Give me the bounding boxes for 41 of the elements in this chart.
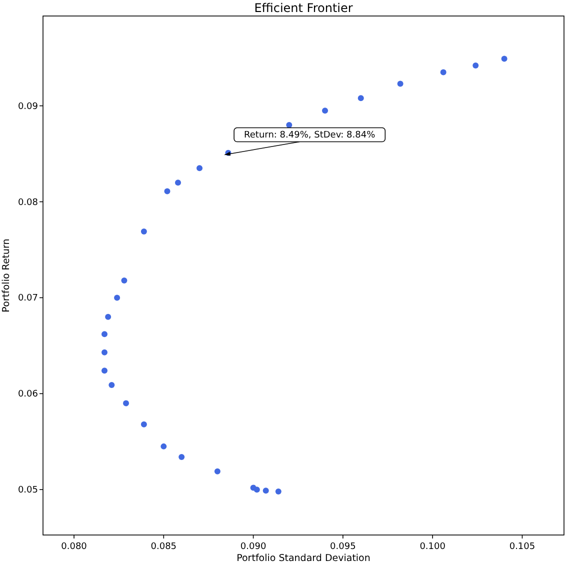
- point: [440, 69, 446, 76]
- point: [114, 294, 120, 301]
- x-tick-label: 0.085: [150, 542, 177, 552]
- point: [164, 188, 170, 194]
- point: [397, 80, 404, 87]
- point: [472, 62, 479, 69]
- point: [501, 56, 508, 62]
- point: [160, 443, 167, 450]
- point: [322, 108, 328, 114]
- point: [101, 368, 108, 374]
- point: [178, 454, 185, 460]
- point: [105, 314, 112, 320]
- point: [358, 95, 364, 102]
- x-axis-title: Portfolio Standard Deviation: [236, 553, 370, 563]
- point: [140, 228, 147, 235]
- y-tick-label: 0.05: [18, 486, 38, 496]
- point: [214, 468, 220, 474]
- point: [108, 382, 115, 388]
- point: [101, 331, 108, 338]
- point: [175, 180, 181, 186]
- annotation: Return: 8.49%, StDev: 8.84%: [244, 130, 376, 141]
- point: [140, 421, 147, 428]
- point: [196, 165, 203, 172]
- x-tick-label: 0.095: [330, 542, 356, 552]
- x-tick-label: 0.080: [61, 542, 88, 552]
- y-tick-label: 0.08: [18, 198, 38, 208]
- point: [101, 349, 108, 356]
- point: [123, 400, 130, 406]
- x-tick-label: 0.100: [420, 542, 446, 552]
- y-tick-label: 0.07: [18, 294, 38, 304]
- point: [250, 484, 256, 491]
- y-tick-label: 0.06: [18, 390, 38, 400]
- chart-title: Efficient Frontier: [254, 1, 353, 15]
- x-tick-label: 0.105: [509, 542, 536, 552]
- point: [275, 488, 282, 495]
- x-tick-label: 0.090: [240, 542, 266, 552]
- y-tick-label: 0.09: [18, 102, 38, 112]
- y-axis-title: Portfolio Return: [1, 238, 12, 312]
- point: [121, 277, 128, 284]
- point: [262, 488, 269, 494]
- point: [286, 122, 292, 128]
